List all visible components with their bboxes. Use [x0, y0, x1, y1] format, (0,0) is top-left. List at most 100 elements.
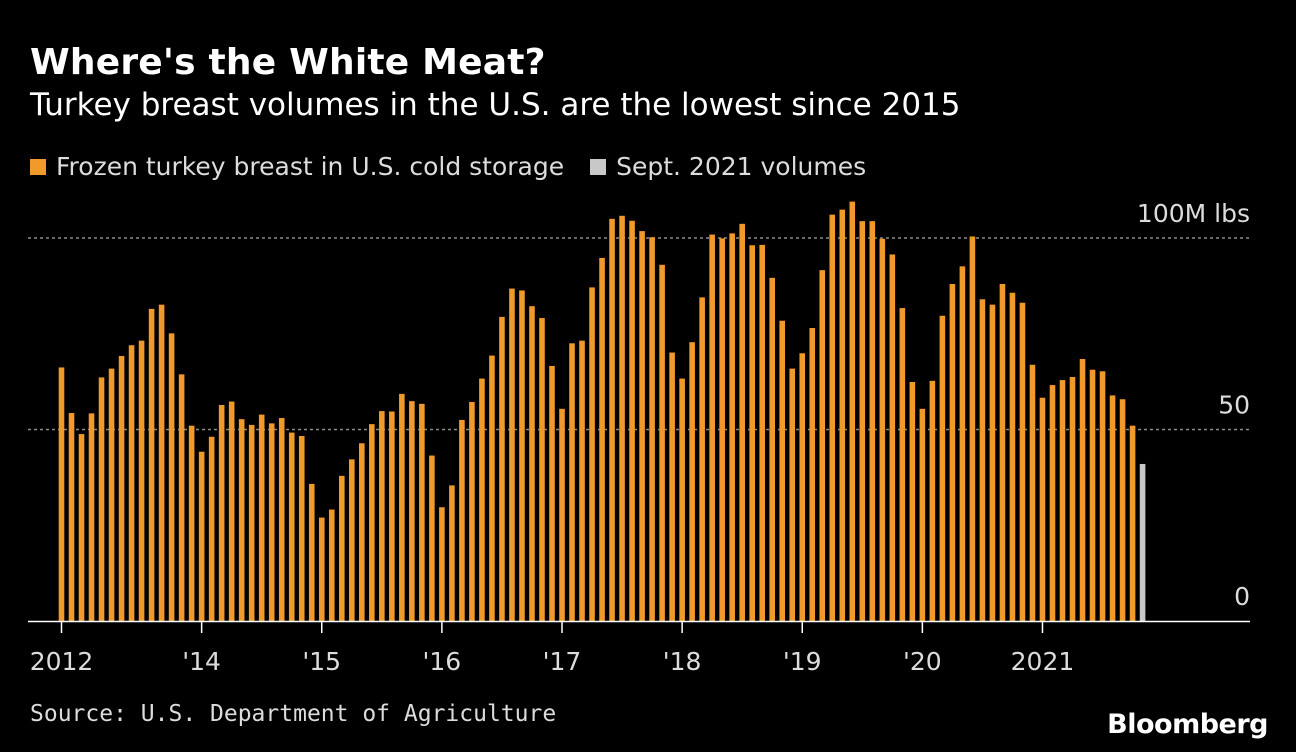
bar-12 — [178, 374, 185, 621]
x-tick-label-50: '17 — [543, 647, 582, 676]
bar-7 — [128, 345, 135, 621]
bar-69 — [749, 245, 755, 622]
bar-84 — [899, 308, 906, 621]
bar-29 — [348, 459, 355, 621]
legend: Frozen turkey breast in U.S. cold storag… — [30, 152, 892, 181]
bar-85 — [909, 382, 916, 621]
bar-94 — [999, 283, 1006, 621]
bar-19 — [248, 424, 255, 621]
bar-0 — [58, 367, 65, 621]
bar-100 — [1059, 380, 1066, 621]
bar-3 — [88, 413, 95, 621]
bar-11 — [168, 333, 175, 621]
bar-70 — [759, 244, 765, 622]
bar-91 — [969, 236, 976, 621]
bar-102 — [1079, 359, 1086, 621]
x-tick-label-74: '19 — [783, 647, 822, 676]
legend-item-sept-2021: Sept. 2021 volumes — [590, 152, 866, 181]
bar-86 — [919, 408, 926, 621]
x-tick-label-38: '16 — [423, 647, 462, 676]
bar-104 — [1099, 371, 1106, 621]
bar-68 — [739, 223, 745, 622]
x-tick-label-62: '18 — [663, 647, 702, 676]
bar-53 — [589, 287, 595, 621]
bar-76 — [819, 270, 826, 621]
x-tick-label-26: '15 — [302, 647, 341, 676]
bar-6 — [118, 355, 125, 621]
bar-40 — [459, 419, 465, 621]
bar-34 — [399, 393, 405, 621]
bar-45 — [509, 288, 515, 621]
bar-17 — [228, 401, 235, 621]
bar-32 — [379, 411, 385, 621]
bar-15 — [208, 436, 215, 621]
bar-22 — [278, 418, 285, 621]
legend-label-sept-2021: Sept. 2021 volumes — [616, 152, 867, 181]
bar-75 — [809, 328, 816, 621]
bar-107 — [1129, 425, 1136, 621]
bar-67 — [729, 233, 735, 622]
bar-99 — [1049, 385, 1056, 621]
bar-78 — [839, 209, 846, 621]
bar-52 — [579, 340, 585, 621]
bar-72 — [779, 320, 786, 621]
bar-8 — [138, 340, 145, 621]
bar-48 — [539, 318, 545, 621]
bar-14 — [198, 451, 205, 621]
bar-71 — [769, 277, 776, 621]
bar-81 — [869, 221, 876, 621]
bar-64 — [699, 297, 705, 621]
bar-highlight-sept-2021 — [1139, 463, 1146, 621]
bar-93 — [989, 304, 996, 621]
bar-41 — [469, 401, 475, 621]
bar-35 — [409, 401, 415, 621]
bar-55 — [609, 218, 615, 621]
y-tick-label-0: 0 — [1234, 582, 1250, 611]
bar-51 — [569, 343, 575, 621]
bar-13 — [188, 425, 195, 621]
bar-83 — [889, 254, 896, 621]
bar-44 — [499, 316, 505, 621]
y-tick-label-100: 100M lbs — [1137, 199, 1250, 228]
x-tick-label-14: '14 — [182, 647, 221, 676]
bar-37 — [429, 455, 435, 621]
bar-10 — [158, 304, 165, 621]
bar-4 — [98, 377, 105, 621]
bar-46 — [519, 290, 525, 621]
bar-101 — [1069, 377, 1076, 621]
bar-105 — [1109, 395, 1116, 621]
bar-90 — [959, 266, 966, 621]
bar-39 — [449, 485, 455, 621]
bar-30 — [359, 443, 365, 621]
bar-98 — [1039, 397, 1046, 621]
bar-61 — [669, 352, 675, 621]
y-tick-label-50: 50 — [1218, 391, 1250, 420]
bar-54 — [599, 257, 605, 621]
x-tick-label-0: 2012 — [30, 647, 94, 676]
chart-subtitle: Turkey breast volumes in the U.S. are th… — [30, 87, 961, 123]
bar-92 — [979, 299, 986, 621]
source-note: Source: U.S. Department of Agriculture — [30, 701, 557, 727]
bar-60 — [659, 264, 665, 621]
bar-50 — [559, 408, 565, 621]
bar-38 — [439, 507, 445, 621]
bar-25 — [308, 483, 315, 621]
bar-87 — [929, 380, 936, 621]
bar-36 — [419, 403, 425, 621]
bar-62 — [679, 378, 685, 621]
x-tick-label-86: '20 — [903, 647, 942, 676]
bar-65 — [709, 234, 715, 622]
bar-27 — [328, 509, 335, 621]
bar-63 — [689, 342, 695, 621]
bar-26 — [318, 517, 325, 621]
bar-95 — [1009, 292, 1016, 621]
bar-2 — [78, 434, 85, 621]
bar-74 — [799, 353, 806, 621]
chart-title: Where's the White Meat? — [30, 42, 546, 83]
bar-28 — [338, 475, 345, 621]
bar-57 — [629, 220, 635, 621]
bar-96 — [1019, 302, 1026, 621]
bar-66 — [719, 238, 725, 621]
bar-59 — [649, 237, 655, 621]
legend-swatch-gray — [590, 158, 607, 175]
